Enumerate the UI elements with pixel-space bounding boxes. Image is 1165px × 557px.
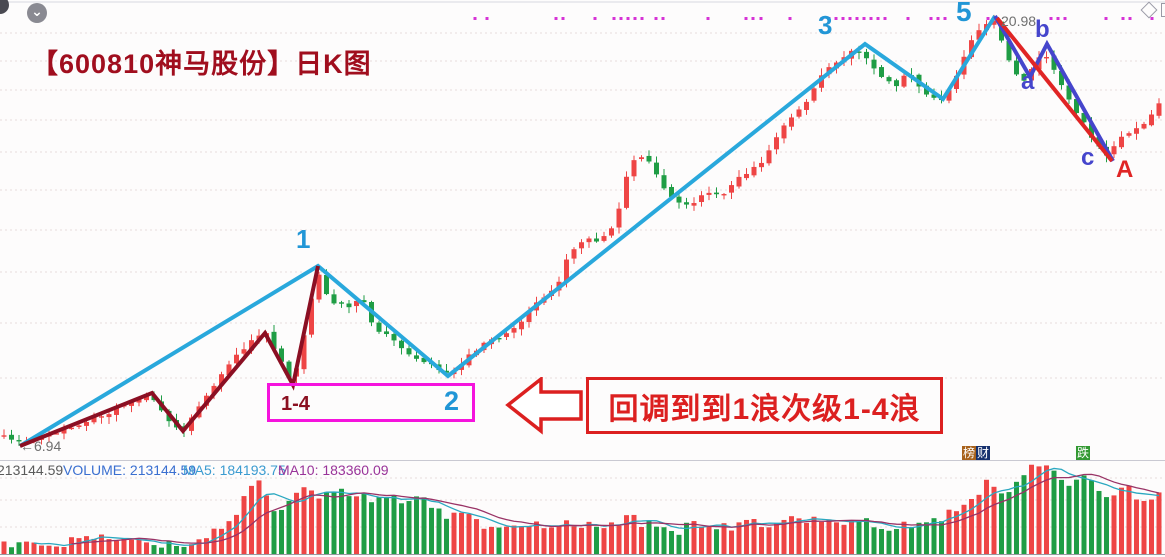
badge-die[interactable]: 跌 [1076, 446, 1090, 460]
low-price-label: ←6.94 [20, 438, 62, 454]
wave-label-2: 2 [444, 386, 460, 416]
wave-label-c: c [1081, 144, 1095, 171]
wave-label-1: 1 [296, 224, 311, 254]
sub-wave-line [19, 265, 320, 448]
page-title: 【600810神马股份】日K图 [31, 49, 372, 79]
wave-label-A: A [1116, 156, 1134, 183]
footer-ma10-readout: MA10: 183360.09 [278, 462, 389, 478]
footer-turnover-value: 213144.59 [0, 462, 64, 478]
A-decline-line [995, 16, 1114, 163]
abc-correction-line [993, 15, 1115, 162]
wave-label-5: 5 [956, 0, 972, 27]
wave-label-a: a [1021, 68, 1035, 95]
corner-partial-icon [0, 0, 9, 14]
wave-label-b: b [1035, 16, 1050, 43]
wave14-target-box [267, 383, 475, 422]
callout-box: 回调到到1浪次级1-4浪 [586, 377, 943, 434]
chevron-down-icon[interactable]: ⌄ [27, 3, 47, 23]
left-arrow-icon [505, 377, 583, 435]
callout-text: 回调到到1浪次级1-4浪 [608, 392, 921, 426]
impulse-wave-line [18, 14, 997, 448]
partial-toolbar-icon[interactable] [1161, 3, 1165, 17]
badge-bang[interactable]: 榜 [962, 446, 976, 460]
wave-label-3: 3 [818, 10, 833, 40]
footer-ma5-readout: MA5: 184193.75 [183, 462, 286, 478]
high-price-label: 20.98 [1001, 13, 1037, 29]
footer-volume-readout: VOLUME: 213144.59 [63, 462, 197, 478]
wave14-box-label: 1-4 [281, 393, 310, 415]
badge-cai[interactable]: 财 [976, 446, 990, 460]
